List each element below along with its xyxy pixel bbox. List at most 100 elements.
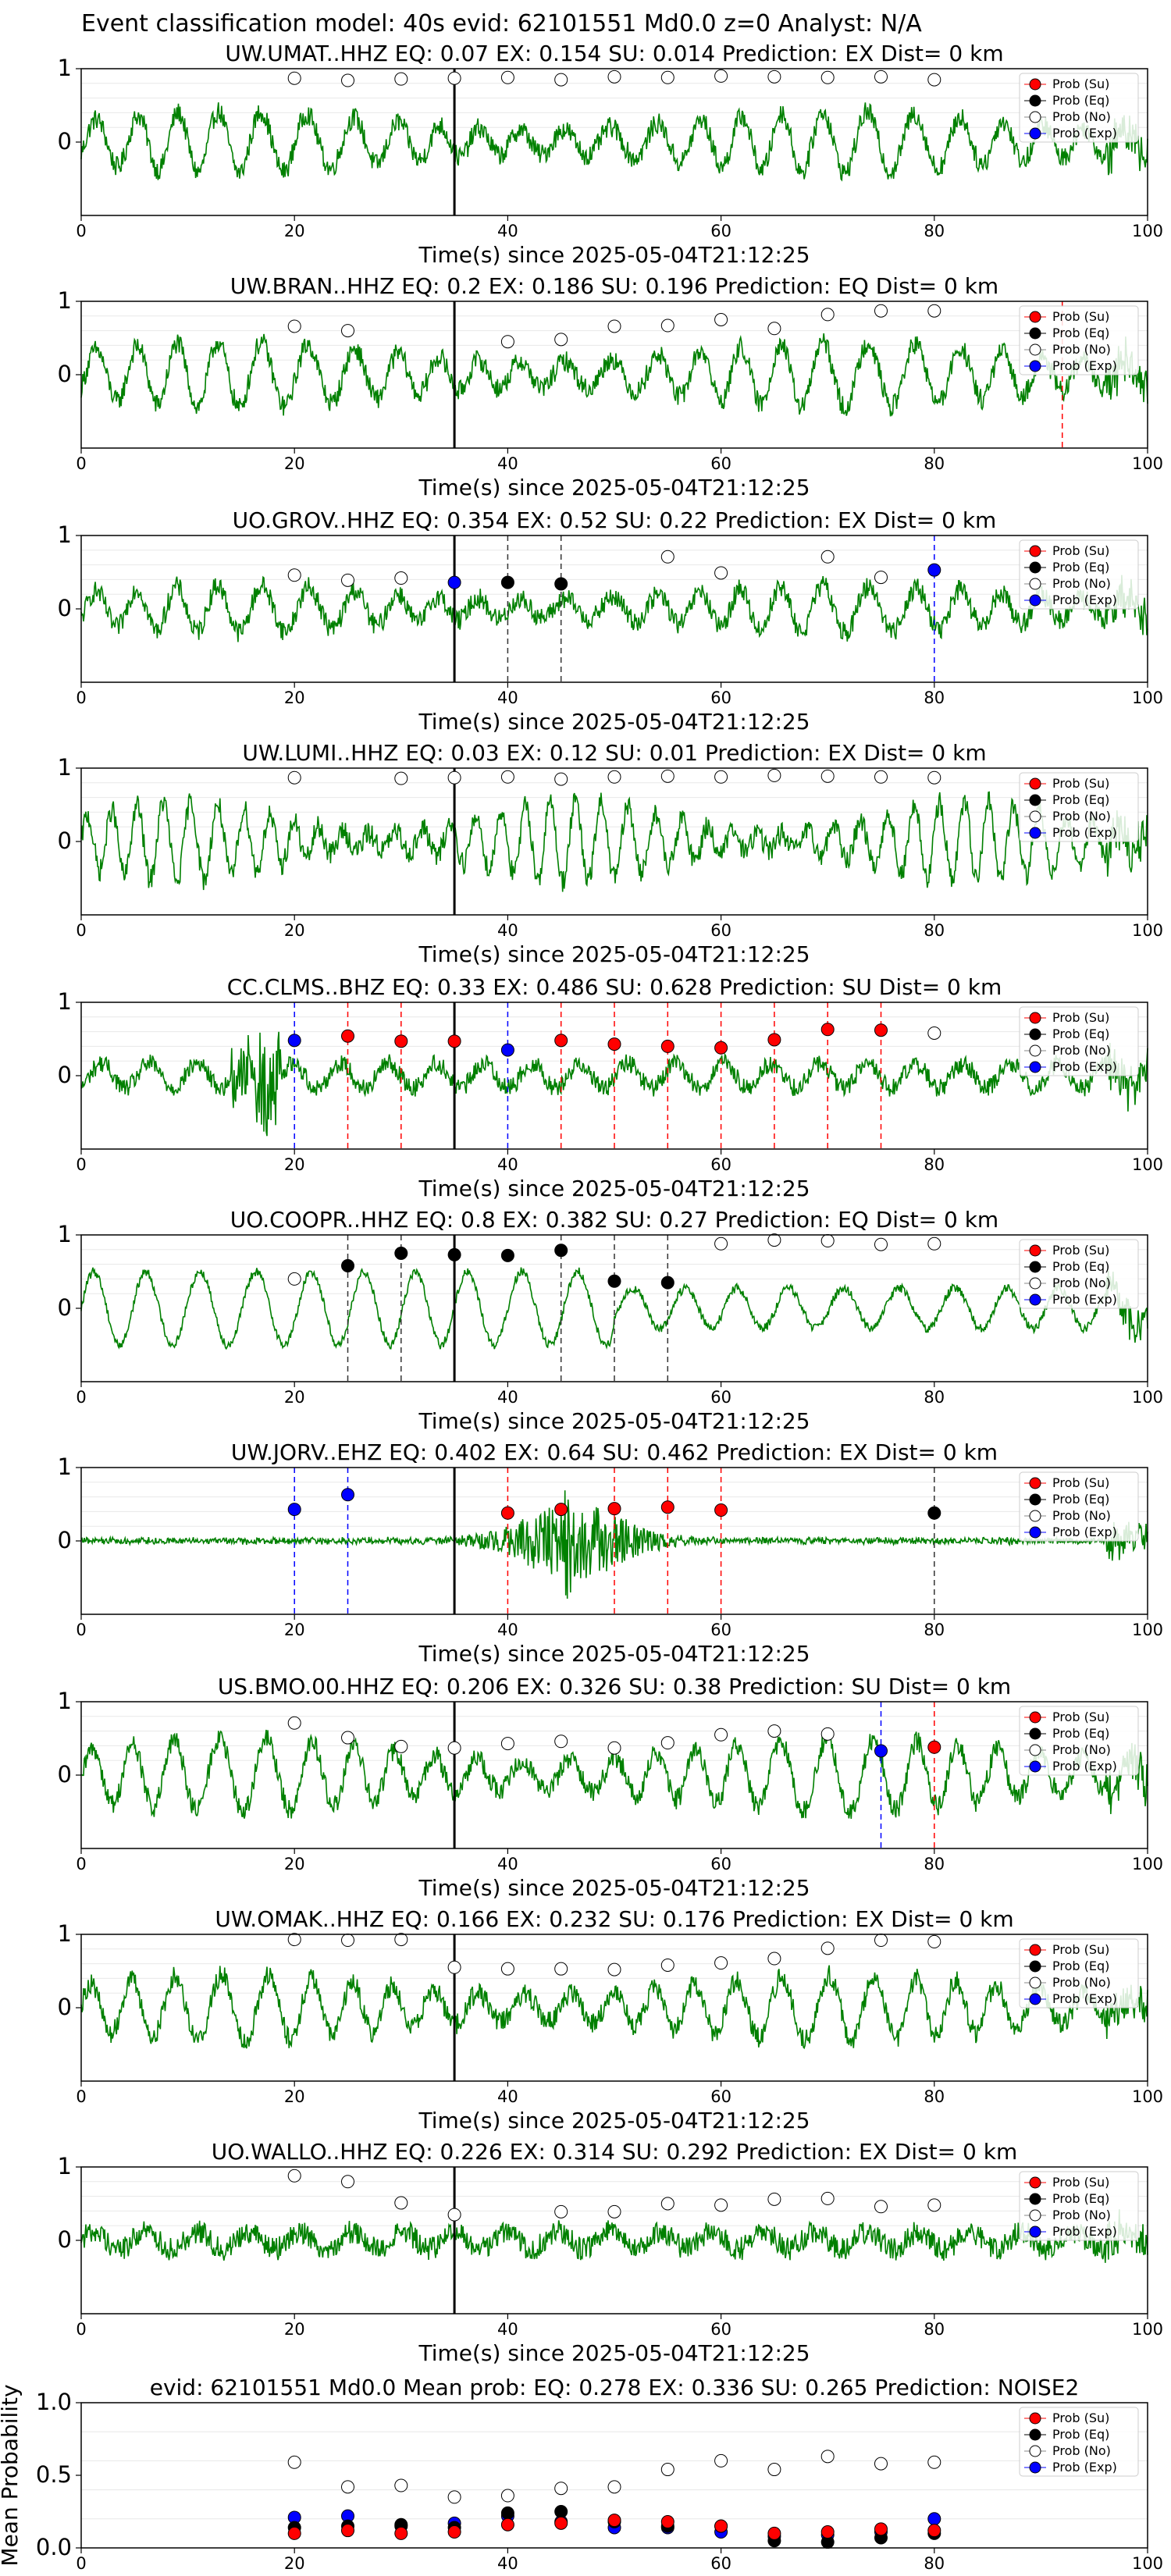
marker-prob-eq: [394, 1247, 408, 1260]
marker-prob-eq: [500, 575, 514, 589]
legend-label: Prob (Su): [1052, 1710, 1109, 1724]
x-tick-label: 40: [497, 921, 518, 940]
marker-prob-su: [554, 2516, 568, 2530]
marker-prob-no: [607, 770, 621, 784]
marker-prob-no: [714, 2198, 728, 2212]
legend-label: Prob (Exp): [1052, 1292, 1117, 1307]
marker-prob-su: [500, 1506, 514, 1520]
axes-frame: [80, 1934, 1148, 2082]
x-tick-label: 60: [710, 1855, 731, 1873]
y-tick-label: 0: [58, 128, 72, 155]
y-tick-label: 1: [58, 55, 72, 81]
legend-marker: [1029, 1727, 1041, 1740]
legend-label: Prob (Eq): [1052, 2427, 1109, 2442]
x-tick-label: 60: [710, 1388, 731, 1407]
legend-marker: [1029, 2428, 1041, 2441]
x-tick-label: 80: [924, 1855, 945, 1873]
x-axis-label: Time(s) since 2025-05-04T21:12:25: [418, 475, 810, 500]
legend-marker: [1029, 1993, 1041, 2005]
marker-prob-exp: [287, 1503, 301, 1517]
legend-box: [1019, 1706, 1139, 1776]
legend-label: Prob (No): [1052, 2208, 1111, 2222]
marker-prob-no: [767, 1233, 781, 1247]
legend-label: Prob (Su): [1052, 2411, 1109, 2425]
legend-marker: [1029, 1711, 1041, 1724]
x-tick-label: 40: [497, 2554, 518, 2573]
marker-prob-no: [767, 1724, 781, 1738]
legend-marker: [1029, 2412, 1041, 2425]
x-tick-label: 20: [284, 2554, 305, 2573]
panel-title: UW.JORV..EHZ EQ: 0.402 EX: 0.64 SU: 0.46…: [231, 1439, 998, 1465]
legend-label: Prob (No): [1052, 342, 1111, 357]
marker-prob-su: [874, 1023, 888, 1037]
marker-prob-su: [447, 2525, 461, 2539]
marker-prob-no: [714, 69, 728, 83]
legend-label: Prob (Exp): [1052, 1759, 1117, 1774]
panel-8: US.BMO.00.HHZ EQ: 0.206 EX: 0.326 SU: 0.…: [58, 1674, 1164, 1901]
legend-box: [1019, 1938, 1139, 2008]
marker-prob-exp: [927, 563, 941, 577]
legend-marker: [1029, 1510, 1041, 1522]
marker-prob-no: [820, 1727, 835, 1741]
marker-prob-no: [394, 1739, 408, 1753]
x-tick-label: 20: [284, 1621, 305, 1639]
x-tick-label: 60: [710, 1621, 731, 1639]
legend-label: Prob (Su): [1052, 1942, 1109, 1957]
y-tick-label: 1: [58, 1453, 72, 1480]
panel-1: UW.UMAT..HHZ EQ: 0.07 EX: 0.154 SU: 0.01…: [58, 41, 1164, 268]
legend-marker: [1029, 2176, 1041, 2189]
x-tick-label: 80: [924, 2554, 945, 2573]
panel-title: evid: 62101551 Md0.0 Mean prob: EQ: 0.27…: [150, 2375, 1080, 2400]
x-tick-label: 40: [497, 1855, 518, 1873]
y-tick-label: 0: [58, 2226, 72, 2253]
marker-prob-no: [660, 769, 674, 783]
y-tick-label: 1: [58, 287, 72, 314]
marker-prob-no: [820, 769, 835, 783]
marker-prob-su: [500, 2517, 514, 2532]
y-tick-label: 1: [58, 988, 72, 1015]
marker-prob-su: [394, 2526, 408, 2540]
x-axis-label: Time(s) since 2025-05-04T21:12:25: [418, 1875, 810, 1901]
x-tick-label: 100: [1132, 2087, 1163, 2106]
marker-prob-no: [874, 770, 888, 784]
x-tick-label: 100: [1132, 688, 1163, 707]
x-tick-label: 40: [497, 1388, 518, 1407]
x-tick-label: 20: [284, 2087, 305, 2106]
legend-label: Prob (Eq): [1052, 560, 1109, 575]
marker-prob-eq: [927, 1506, 941, 1520]
panel-title: US.BMO.00.HHZ EQ: 0.206 EX: 0.326 SU: 0.…: [218, 1674, 1011, 1699]
x-axis-label: Time(s) since 2025-05-04T21:12:25: [418, 1408, 810, 1434]
legend-label: Prob (No): [1052, 1043, 1111, 1058]
marker-prob-no: [287, 2169, 301, 2183]
legend-marker: [1029, 545, 1041, 557]
marker-prob-no: [554, 333, 568, 347]
marker-prob-no: [500, 1737, 514, 1751]
marker-prob-no: [714, 1236, 728, 1251]
x-tick-label: 20: [284, 921, 305, 940]
marker-prob-su: [874, 2522, 888, 2536]
marker-prob-exp: [874, 1744, 888, 1758]
panel-11: evid: 62101551 Md0.0 Mean prob: EQ: 0.27…: [0, 2375, 1163, 2573]
marker-prob-no: [927, 2198, 941, 2212]
marker-prob-no: [874, 2200, 888, 2214]
legend-label: Prob (No): [1052, 1508, 1111, 1523]
legend-label: Prob (Su): [1052, 1243, 1109, 1258]
panel-title: CC.CLMS..BHZ EQ: 0.33 EX: 0.486 SU: 0.62…: [227, 974, 1002, 1000]
y-tick-label: 0: [58, 595, 72, 621]
legend-label: Prob (Exp): [1052, 1059, 1117, 1074]
legend-marker: [1029, 1293, 1041, 1306]
marker-prob-su: [714, 1503, 728, 1517]
waveform-line: [80, 575, 1148, 642]
x-tick-label: 100: [1132, 454, 1163, 473]
x-tick-label: 80: [924, 454, 945, 473]
marker-prob-su: [394, 1034, 408, 1048]
y-tick-label: 0: [58, 1994, 72, 2020]
legend-marker: [1029, 1244, 1041, 1257]
marker-prob-no: [341, 73, 354, 87]
legend-marker: [1029, 594, 1041, 607]
legend-marker: [1029, 343, 1041, 356]
legend-label: Prob (Eq): [1052, 93, 1109, 108]
marker-prob-no: [554, 1735, 568, 1749]
x-tick-label: 20: [284, 454, 305, 473]
legend-label: Prob (Exp): [1052, 126, 1117, 141]
